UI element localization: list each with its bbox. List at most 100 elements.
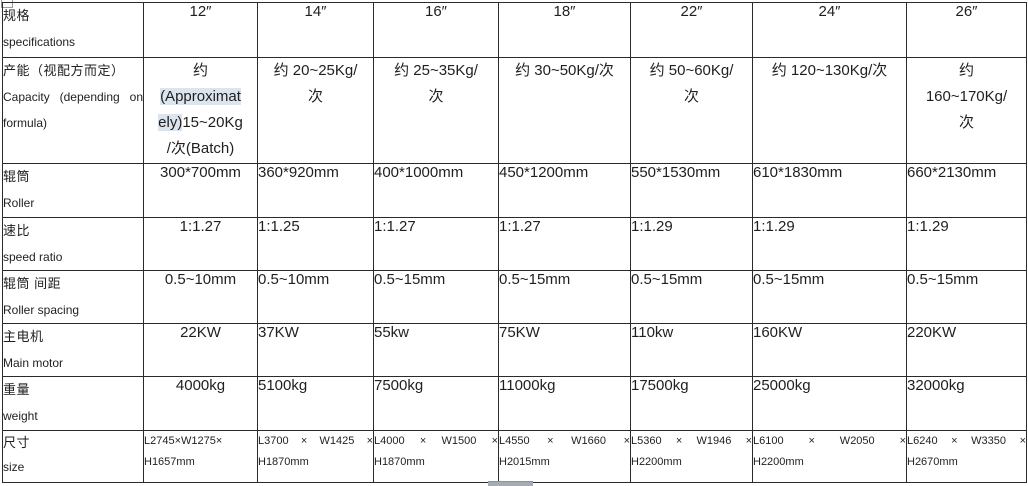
size-height: H2015mm [499, 456, 550, 468]
roller-spacing-cell: 0.5~10mm [257, 270, 374, 324]
row-label-speed-ratio: 速比 speed ratio [2, 217, 144, 271]
roller-cell: 300*700mm [143, 163, 258, 218]
size-dimensions: L5360 × W1946 × [631, 435, 752, 447]
row-label-en: speed ratio [3, 250, 63, 264]
capacity-cell: 约 160~170Kg/ 次 [906, 57, 1027, 164]
size-dimensions: L4000 × W1500 × [374, 435, 498, 447]
roller-spacing-cell: 0.5~15mm [906, 270, 1027, 324]
weight-cell: 5100kg [257, 376, 374, 431]
row-label-weight: 重量 weight [2, 376, 144, 431]
row-label-en: Roller spacing [3, 303, 80, 317]
size-cell: L5360 × W1946 × H2200mm [630, 430, 753, 483]
main-motor-cell: 37KW [257, 323, 374, 377]
row-label-zh: 主电机 [3, 329, 44, 344]
row-label-zh: 速比 [3, 223, 31, 238]
size-dimensions: L3700 × W1425 × [258, 435, 373, 447]
capacity-value: 约 120~130Kg/次 [771, 62, 888, 79]
row-label-en: specifications [3, 35, 76, 49]
column-header-14in: 14″ [257, 2, 374, 58]
row-label-en: Main motor [3, 356, 64, 370]
row-label-zh: 尺寸 [3, 435, 31, 450]
row-label-zh: 辊筒 间距 [3, 276, 62, 291]
size-height: H1657mm [144, 456, 195, 468]
capacity-cell: 约 25~35Kg/ 次 [373, 57, 499, 164]
speed-ratio-cell: 1:1.27 [373, 217, 499, 271]
row-label-en: Roller [3, 196, 35, 210]
column-header-18in: 18″ [498, 2, 631, 58]
row-size: 尺寸 size L2745×W1275× H1657mm L3700 × W14… [2, 430, 1027, 483]
column-header-12in: 12″ [143, 2, 258, 58]
size-cell: L6240 × W3350 × H2670mm [906, 430, 1027, 483]
size-dimensions: L6100 × W2050 × [753, 435, 906, 447]
size-cell: L3700 × W1425 × H1870mm [257, 430, 374, 483]
row-label-roller: 辊筒 Roller [2, 163, 144, 218]
size-cell: L6100 × W2050 × H2200mm [752, 430, 907, 483]
size-cell: L2745×W1275× H1657mm [143, 430, 258, 483]
weight-cell: 32000kg [906, 376, 1027, 431]
size-height: H1870mm [374, 456, 425, 468]
row-label-en: weight [3, 409, 38, 423]
size-height: H2200mm [631, 456, 682, 468]
size-dimensions: L6240 × W3350 × [907, 435, 1026, 447]
row-capacity: 产能（视配方而定） Capacity (depending on formula… [2, 57, 1027, 164]
row-label-zh: 规格 [3, 8, 31, 23]
row-label-zh: 产能（视配方而定） [3, 63, 125, 78]
speed-ratio-cell: 1:1.27 [143, 217, 258, 271]
size-dimensions: L2745×W1275× [144, 435, 223, 447]
roller-spacing-cell: 0.5~15mm [752, 270, 907, 324]
size-dimensions: L4550 × W1660 × [499, 435, 630, 447]
roller-spacing-cell: 0.5~15mm [630, 270, 753, 324]
speed-ratio-cell: 1:1.25 [257, 217, 374, 271]
weight-cell: 11000kg [498, 376, 631, 431]
roller-cell: 450*1200mm [498, 163, 631, 218]
capacity-value: 约 25~35Kg/ 次 [394, 62, 478, 105]
size-cell: L4550 × W1660 × H2015mm [498, 430, 631, 483]
row-label-size: 尺寸 size [2, 430, 144, 483]
weight-cell: 4000kg [143, 376, 258, 431]
column-header-22in: 22″ [630, 2, 753, 58]
row-label-specifications: 规格 specifications [2, 2, 144, 58]
capacity-cell: 约 50~60Kg/ 次 [630, 57, 753, 164]
weight-cell: 17500kg [630, 376, 753, 431]
column-header-24in: 24″ [752, 2, 907, 58]
column-header-16in: 16″ [373, 2, 499, 58]
main-motor-cell: 22KW [143, 323, 258, 377]
row-label-en: Capacity (depending on formula) [3, 90, 143, 130]
weight-cell: 25000kg [752, 376, 907, 431]
roller-cell: 660*2130mm [906, 163, 1027, 218]
speed-ratio-cell: 1:1.29 [752, 217, 907, 271]
capacity-value: 约 50~60Kg/ 次 [649, 62, 734, 105]
speed-ratio-cell: 1:1.29 [906, 217, 1027, 271]
row-label-capacity: 产能（视配方而定） Capacity (depending on formula… [2, 57, 144, 164]
row-speed-ratio: 速比 speed ratio 1:1.27 1:1.25 1:1.27 1:1.… [2, 217, 1027, 271]
speed-ratio-cell: 1:1.27 [498, 217, 631, 271]
main-motor-cell: 160KW [752, 323, 907, 377]
size-cell: L4000 × W1500 × H1870mm [373, 430, 499, 483]
row-weight: 重量 weight 4000kg 5100kg 7500kg 11000kg 1… [2, 376, 1027, 431]
size-height: H2670mm [907, 456, 958, 468]
roller-cell: 400*1000mm [373, 163, 499, 218]
capacity-value: 约 20~25Kg/ 次 [273, 62, 358, 105]
roller-cell: 360*920mm [257, 163, 374, 218]
capacity-cell: 约 120~130Kg/次 [752, 57, 907, 164]
roller-spacing-cell: 0.5~15mm [498, 270, 631, 324]
header-row: 规格 specifications 12″ 14″ 16″ 18″ 22″ 24… [2, 2, 1027, 58]
capacity-value: 约 30~50Kg/次 [515, 62, 614, 79]
horizontal-scrollbar-thumb[interactable] [488, 481, 533, 486]
row-label-zh: 重量 [3, 382, 31, 397]
roller-cell: 550*1530mm [630, 163, 753, 218]
capacity-cell: 约 20~25Kg/ 次 [257, 57, 374, 164]
main-motor-cell: 75KW [498, 323, 631, 377]
capacity-cell: 约 30~50Kg/次 [498, 57, 631, 164]
capacity-value: 约 (Approximat ely)15~20Kg /次(Batch) [145, 59, 257, 163]
main-motor-cell: 55kw [373, 323, 499, 377]
capacity-text-post: 15~20Kg /次(Batch) [166, 114, 243, 157]
size-height: H2200mm [753, 456, 804, 468]
size-height: H1870mm [258, 456, 309, 468]
row-label-en: size [3, 460, 25, 474]
roller-spacing-cell: 0.5~15mm [373, 270, 499, 324]
row-label-roller-spacing: 辊筒 间距 Roller spacing [2, 270, 144, 324]
row-roller-spacing: 辊筒 间距 Roller spacing 0.5~10mm 0.5~10mm 0… [2, 270, 1027, 324]
